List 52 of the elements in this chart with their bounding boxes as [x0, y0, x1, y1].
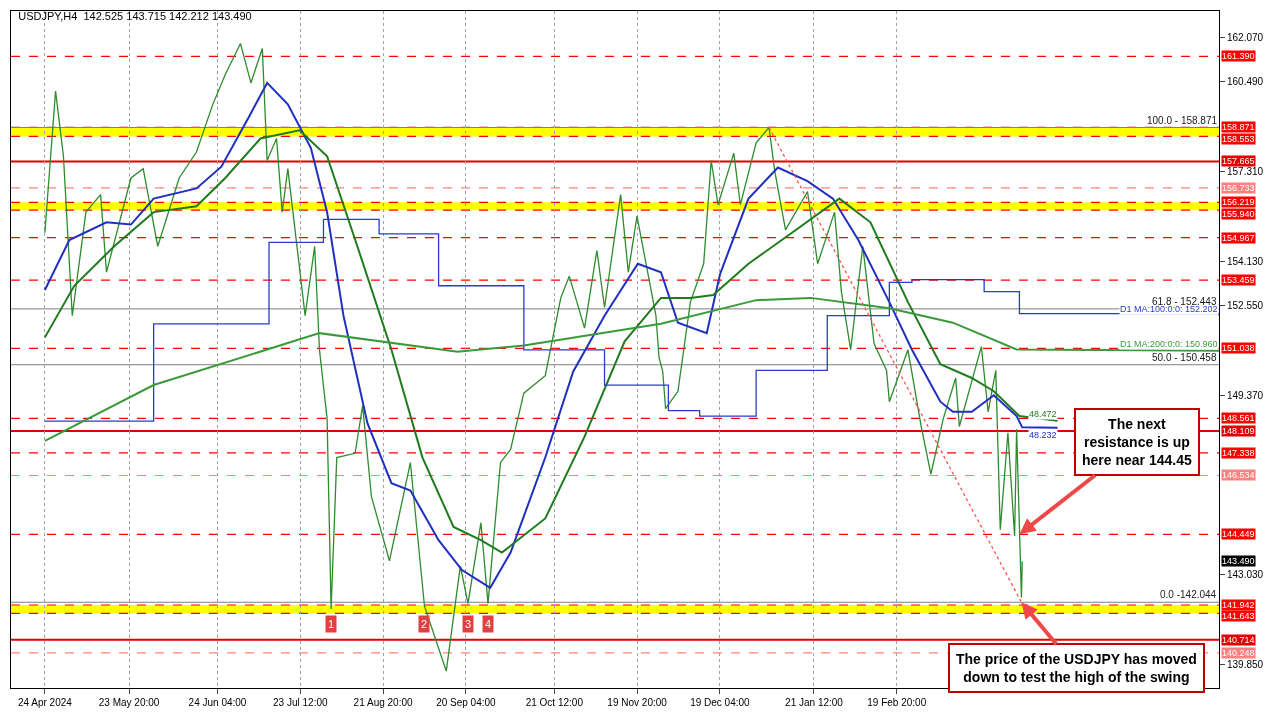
ref-line-label: 156.733	[1222, 183, 1255, 193]
annotation: 0.0 -142.044	[1160, 589, 1217, 600]
x-tick-label: 21 Aug 20:00	[353, 697, 413, 708]
y-tick-label: 152.550	[1227, 300, 1264, 312]
y-tick-label: 162.070	[1227, 31, 1264, 43]
x-tick-label: 23 May 20:00	[98, 697, 160, 708]
ref-line-label: 140.714	[1222, 635, 1255, 645]
chart-title: USDJPY,H4 142.525 143.715 142.212 143.490	[18, 10, 252, 23]
y-tick-label: 149.370	[1227, 389, 1264, 401]
x-tick-label: 21 Oct 12:00	[525, 697, 584, 708]
annotation: 100.0 - 158.871	[1147, 115, 1218, 126]
x-tick-label: 20 Sep 04:00	[436, 697, 497, 708]
annotation: The next resistance is up here near 144.45	[1082, 416, 1192, 469]
x-tick-label: 24 Apr 2024	[17, 697, 73, 708]
annotation: 1	[328, 618, 335, 630]
ref-line-label: 146.534	[1222, 470, 1255, 480]
ref-line-label: 140.248	[1222, 648, 1255, 658]
series-label: D1 MA:200:0:0: 150.960	[1120, 339, 1218, 349]
ref-line-label: 148.109	[1222, 426, 1255, 436]
ref-line-label: 147.338	[1222, 448, 1255, 458]
series-label: 48.472	[1029, 409, 1057, 419]
annotation: The price of the USDJPY has moved down to test the high of the swing	[956, 651, 1197, 686]
x-tick-label: 19 Feb 20:00	[867, 697, 927, 708]
ref-line-label: 156.219	[1222, 197, 1255, 207]
ref-line-label: 154.967	[1222, 233, 1255, 243]
x-tick-label: 24 Jun 04:00	[188, 697, 247, 708]
ref-line-label: 148.561	[1222, 413, 1255, 423]
y-tick-label: 160.490	[1227, 76, 1264, 88]
ref-line-label: 153.459	[1222, 275, 1255, 285]
x-tick-label: 19 Nov 20:00	[607, 697, 668, 708]
annotation: 3	[465, 618, 472, 630]
ref-line-label: 157.665	[1222, 156, 1255, 166]
ref-line-label: 161.390	[1222, 51, 1255, 61]
y-tick-label: 143.030	[1227, 568, 1264, 580]
ref-line-label: 155.940	[1222, 209, 1255, 219]
annotation: 4	[485, 618, 492, 630]
y-tick-label: 139.850	[1227, 658, 1264, 670]
y-tick-label: 154.130	[1227, 255, 1264, 267]
annotation: 2	[421, 618, 428, 630]
y-tick-label: 157.310	[1227, 166, 1264, 178]
ref-line-label: 158.553	[1222, 134, 1255, 144]
ref-line-label: 144.449	[1222, 529, 1255, 539]
ref-line-label: 151.038	[1222, 343, 1255, 353]
annotation: 50.0 - 150.458	[1152, 352, 1217, 363]
annotation: 143.490	[1222, 556, 1255, 566]
x-tick-label: 21 Jan 12:00	[785, 697, 844, 708]
x-tick-label: 23 Jul 12:00	[273, 697, 328, 708]
x-tick-label: 19 Dec 04:00	[690, 697, 751, 708]
ref-line-label: 158.871	[1222, 122, 1255, 132]
ref-line-label: 141.643	[1222, 611, 1255, 621]
series-label: 48.232	[1029, 430, 1057, 440]
ref-line-label: 141.942	[1222, 600, 1255, 610]
